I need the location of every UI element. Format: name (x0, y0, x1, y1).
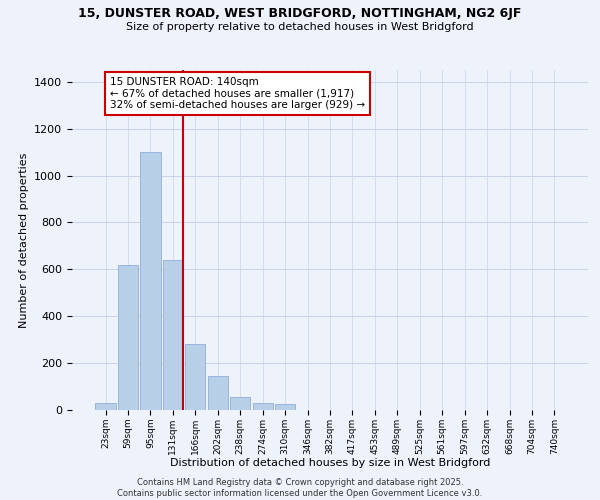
Bar (275, 404, 295, 410)
Text: Distribution of detached houses by size in West Bridgford: Distribution of detached houses by size … (170, 458, 490, 468)
Bar (208, 376, 228, 410)
Bar (230, 397, 250, 410)
Text: Size of property relative to detached houses in West Bridgford: Size of property relative to detached ho… (126, 22, 474, 32)
Bar (185, 344, 205, 410)
Bar (163, 260, 183, 410)
Bar (140, 152, 161, 410)
Text: 15, DUNSTER ROAD, WEST BRIDGFORD, NOTTINGHAM, NG2 6JF: 15, DUNSTER ROAD, WEST BRIDGFORD, NOTTIN… (79, 8, 521, 20)
Text: Contains HM Land Registry data © Crown copyright and database right 2025.
Contai: Contains HM Land Registry data © Crown c… (118, 478, 482, 498)
Y-axis label: Number of detached properties: Number of detached properties (19, 152, 29, 328)
Bar (95, 403, 116, 410)
Bar (118, 264, 138, 410)
Bar (253, 403, 273, 410)
Text: 15 DUNSTER ROAD: 140sqm
← 67% of detached houses are smaller (1,917)
32% of semi: 15 DUNSTER ROAD: 140sqm ← 67% of detache… (110, 77, 365, 110)
